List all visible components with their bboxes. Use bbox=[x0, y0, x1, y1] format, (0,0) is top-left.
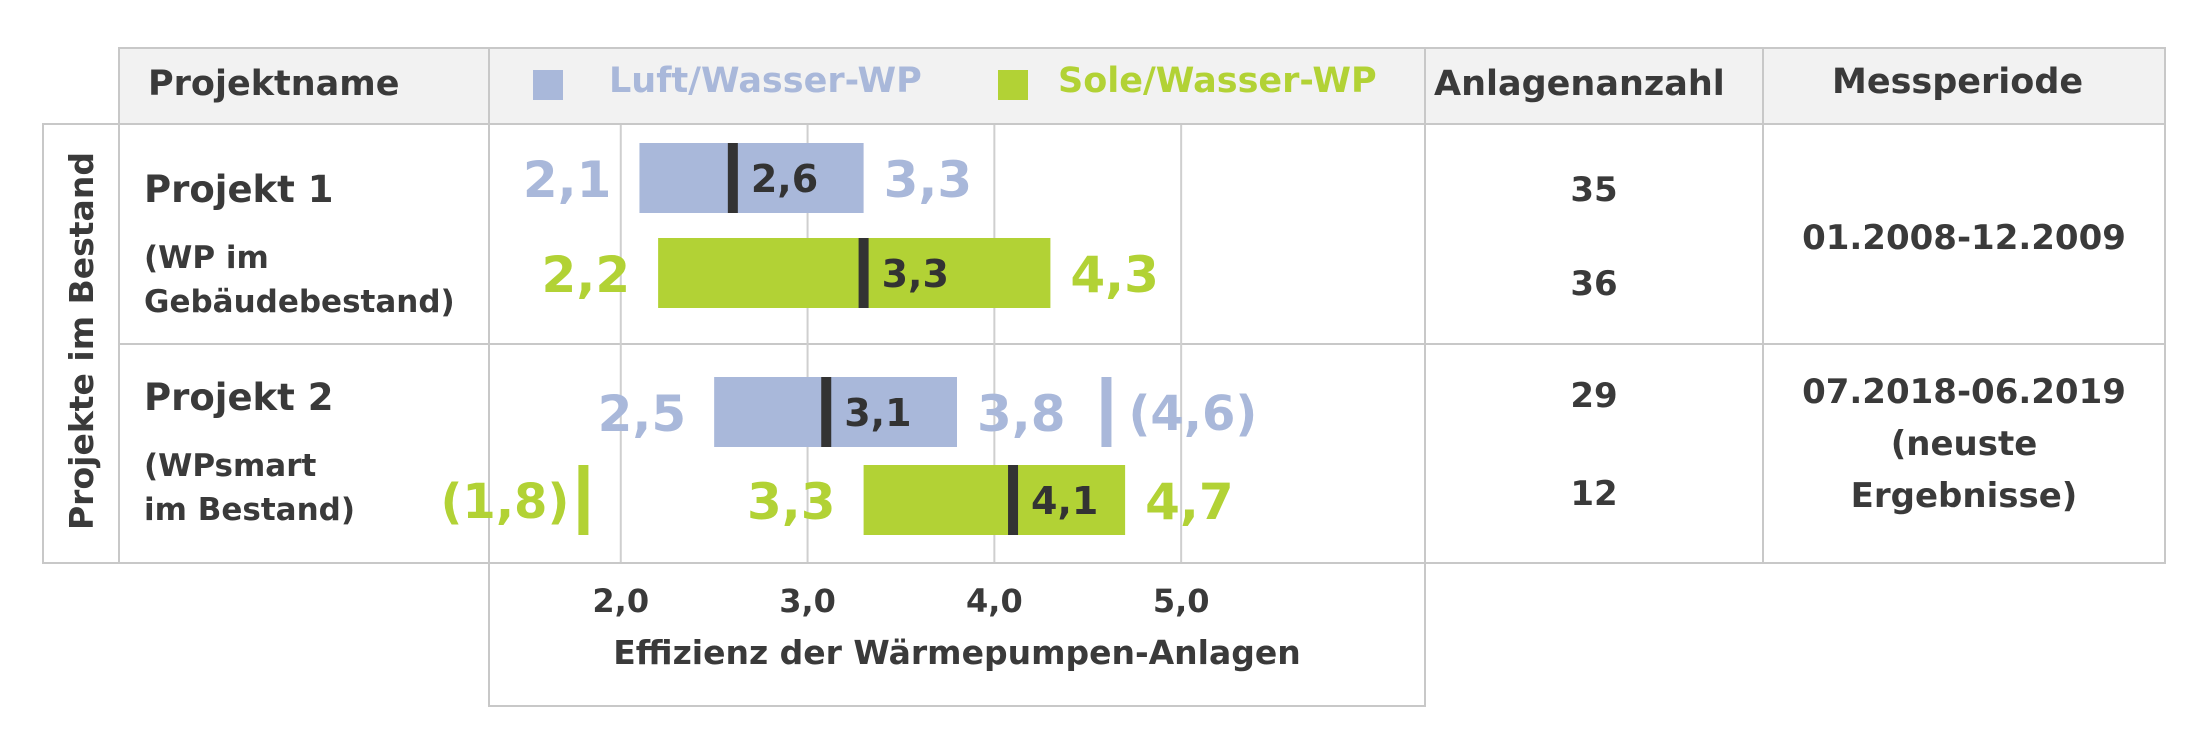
project1-period: 01.2008-12.2009 bbox=[1802, 218, 2126, 258]
header-count: Anlagenanzahl bbox=[1434, 64, 1725, 104]
side-label: Projekte im Bestand bbox=[62, 152, 101, 530]
project1-count-sole: 36 bbox=[1570, 264, 1618, 304]
chart-row1-cell bbox=[488, 123, 1426, 345]
project2-name: Projekt 2 bbox=[144, 376, 334, 419]
project2-sub: (WPsmart im Bestand) bbox=[144, 448, 355, 528]
legend-swatch-sole bbox=[998, 70, 1028, 100]
project2-period: 07.2018-06.2019 (neuste Ergebnisse) bbox=[1802, 372, 2126, 516]
header-project-cell bbox=[118, 47, 490, 125]
project2-count-luft: 29 bbox=[1570, 376, 1618, 416]
header-project: Projektname bbox=[148, 64, 400, 104]
legend-swatch-luft bbox=[533, 70, 563, 100]
project1-sub: (WP im Gebäudebestand) bbox=[144, 240, 455, 320]
header-period-cell bbox=[1762, 47, 2166, 125]
legend-label-sole: Sole/Wasser-WP bbox=[1058, 61, 1377, 101]
project2-count-sole: 12 bbox=[1570, 474, 1618, 514]
project2-period-cell bbox=[1762, 343, 2166, 564]
chart-row2-cell bbox=[488, 343, 1426, 564]
header-legend-cell bbox=[488, 47, 1426, 125]
project1-count-luft: 35 bbox=[1570, 170, 1618, 210]
project1-count-cell bbox=[1424, 123, 1764, 345]
header-period: Messperiode bbox=[1832, 62, 2084, 102]
legend-label-luft: Luft/Wasser-WP bbox=[609, 61, 922, 101]
axis-cell bbox=[488, 562, 1426, 707]
project1-name: Projekt 1 bbox=[144, 168, 334, 211]
